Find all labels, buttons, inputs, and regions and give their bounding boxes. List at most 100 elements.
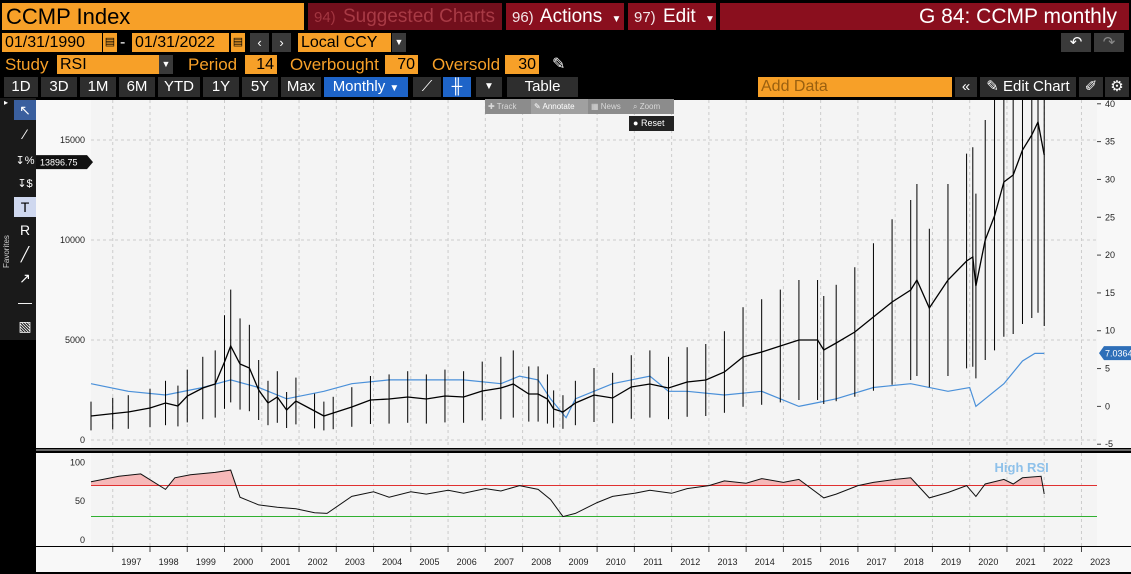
x-tick-label: 2013 [717, 557, 737, 567]
redo-icon[interactable]: ↷ [1094, 33, 1124, 52]
caret-down-icon[interactable]: ▼ [476, 77, 502, 97]
regression-tool-icon[interactable]: R [19, 222, 31, 238]
calendar-icon[interactable]: ▤ [231, 33, 245, 52]
caret-down-icon[interactable]: ▼ [159, 55, 173, 74]
overlay-last-value-tag: 7.0364 [1099, 346, 1131, 361]
price-panel: 0 5000 10000 15000 -5 0 5 10 15 20 25 30 35 40 13896.7… [36, 98, 1131, 501]
suggested-charts-button[interactable]: 94) Suggested Charts [308, 3, 502, 30]
period-input[interactable]: 14 [245, 55, 277, 74]
period-3d-button[interactable]: 3D [41, 77, 77, 97]
right-tick-label: 30 [1105, 174, 1115, 184]
edit-chart-button[interactable]: ✎ Edit Chart [980, 77, 1076, 97]
edit-note-icon[interactable]: ✐ [1079, 77, 1103, 97]
ticker-field[interactable]: CCMP Index [2, 3, 304, 30]
channel-tool-icon[interactable]: ▧ [18, 318, 32, 334]
line-chart-icon[interactable]: ⟋ [413, 77, 441, 97]
x-tick-label: 2010 [606, 557, 626, 567]
period-1d-button[interactable]: 1D [4, 77, 38, 97]
reset-button[interactable]: ● Reset [629, 116, 674, 131]
annotate-button[interactable]: ✎ Annotate [531, 99, 588, 114]
period-1m-button[interactable]: 1M [80, 77, 116, 97]
overbought-input[interactable]: 70 [385, 55, 418, 74]
horizontal-line-icon[interactable]: — [18, 294, 32, 310]
trendline-icon[interactable]: ╱ [20, 246, 30, 262]
chart-name: G 84: CCMP monthly [720, 3, 1129, 30]
study-select[interactable]: RSI [57, 55, 159, 74]
right-tick-label: 15 [1105, 288, 1115, 298]
rsi-left-axis-area [36, 453, 91, 546]
period-ytd-button[interactable]: YTD [158, 77, 200, 97]
actions-menu-button[interactable]: 96) Actions ▼ [506, 3, 624, 30]
x-tick-label: 2002 [308, 557, 328, 567]
right-tick-label: 0 [1105, 401, 1110, 411]
track-button[interactable]: ✚ Track [488, 102, 517, 111]
price-last-value-tag: 13896.75 [36, 155, 93, 170]
x-tick-label: 2004 [382, 557, 402, 567]
period-6m-button[interactable]: 6M [119, 77, 155, 97]
right-tick-label: 25 [1105, 212, 1115, 222]
period-1y-button[interactable]: 1Y [203, 77, 239, 97]
price-last-value-tag-shape [36, 155, 93, 170]
actions-number: 96) [512, 9, 534, 26]
favorites-label[interactable]: Favorites [2, 235, 11, 268]
right-tick-label: 40 [1105, 99, 1115, 109]
overlay-last-value-shape [1099, 346, 1131, 361]
oversold-label: Oversold [432, 55, 501, 74]
x-tick-label: 2020 [978, 557, 998, 567]
edit-chart-label: Edit Chart [1003, 78, 1070, 95]
period-max-button[interactable]: Max [281, 77, 321, 97]
calendar-icon[interactable]: ▤ [103, 33, 117, 52]
cursor-arrow-icon[interactable]: ↖ [14, 100, 36, 120]
ray-line-icon[interactable]: ↗ [19, 270, 31, 286]
x-tick-label: 2021 [1016, 557, 1036, 567]
x-tick-label: 1998 [159, 557, 179, 567]
drawing-toolbar: ▸ Favorites ↖ ⁄ ↧% ↧$ T R ╱ ↗ — ▧ [0, 98, 36, 340]
rsi-plot-background [91, 453, 1097, 546]
x-tick-label: 2019 [941, 557, 961, 567]
x-tick-label: 2007 [494, 557, 514, 567]
add-data-input[interactable]: Add Data [758, 77, 952, 97]
edit-number: 97) [634, 9, 656, 26]
chart-canvas[interactable]: 0 5000 10000 15000 -5 0 5 10 15 20 25 30 35 40 13896.7… [36, 98, 1131, 574]
track-label: Track [496, 102, 517, 111]
pencil-icon[interactable]: ✎ [552, 56, 566, 73]
currency-select[interactable]: Local CCY [298, 33, 391, 52]
rsi-tick-label: 100 [70, 457, 85, 467]
right-tick-label: 20 [1105, 250, 1115, 260]
caret-down-icon: ▼ [389, 83, 400, 94]
gear-icon[interactable]: ⚙ [1105, 77, 1129, 97]
period-label: Period [188, 55, 238, 74]
x-tick-label: 2014 [755, 557, 775, 567]
right-axis-area [1097, 100, 1131, 448]
edit-menu-button[interactable]: 97) Edit ▼ [628, 3, 716, 30]
x-tick-label: 2011 [643, 557, 662, 567]
period-5y-button[interactable]: 5Y [242, 77, 278, 97]
text-tool-icon[interactable]: T [14, 197, 36, 217]
x-tick-label: 2017 [867, 557, 887, 567]
draw-line-icon[interactable]: ⁄ [23, 126, 27, 142]
start-date-input[interactable]: 01/31/1990 [2, 33, 102, 52]
table-button[interactable]: Table [507, 77, 578, 97]
collapse-icon[interactable]: « [955, 77, 977, 97]
expand-arrow-icon[interactable]: ▸ [4, 98, 9, 107]
x-tick-label: 2018 [904, 557, 924, 567]
percent-measure-icon[interactable]: ↧% [15, 155, 35, 167]
zoom-button[interactable]: ⌕ Zoom [633, 102, 661, 111]
price-tick-label: 0 [80, 435, 85, 445]
frequency-select[interactable]: Monthly ▼ [324, 77, 408, 97]
overbought-label: Overbought [290, 55, 379, 74]
bar-chart-icon[interactable]: ╫ [443, 77, 471, 97]
chevron-right-icon[interactable]: › [272, 33, 291, 52]
right-tick-label: 5 [1105, 364, 1110, 374]
end-date-input[interactable]: 01/31/2022 [132, 33, 229, 52]
caret-down-icon[interactable]: ▼ [392, 33, 406, 52]
oversold-input[interactable]: 30 [505, 55, 539, 74]
dollar-measure-icon[interactable]: ↧$ [17, 178, 33, 190]
news-button[interactable]: ▦ News [591, 102, 621, 111]
right-tick-label: 35 [1105, 137, 1115, 147]
undo-icon[interactable]: ↶ [1061, 33, 1091, 52]
left-axis-area [36, 100, 91, 448]
x-tick-label: 2015 [792, 557, 812, 567]
chevron-left-icon[interactable]: ‹ [250, 33, 269, 52]
rsi-tick-label: 50 [75, 496, 85, 506]
